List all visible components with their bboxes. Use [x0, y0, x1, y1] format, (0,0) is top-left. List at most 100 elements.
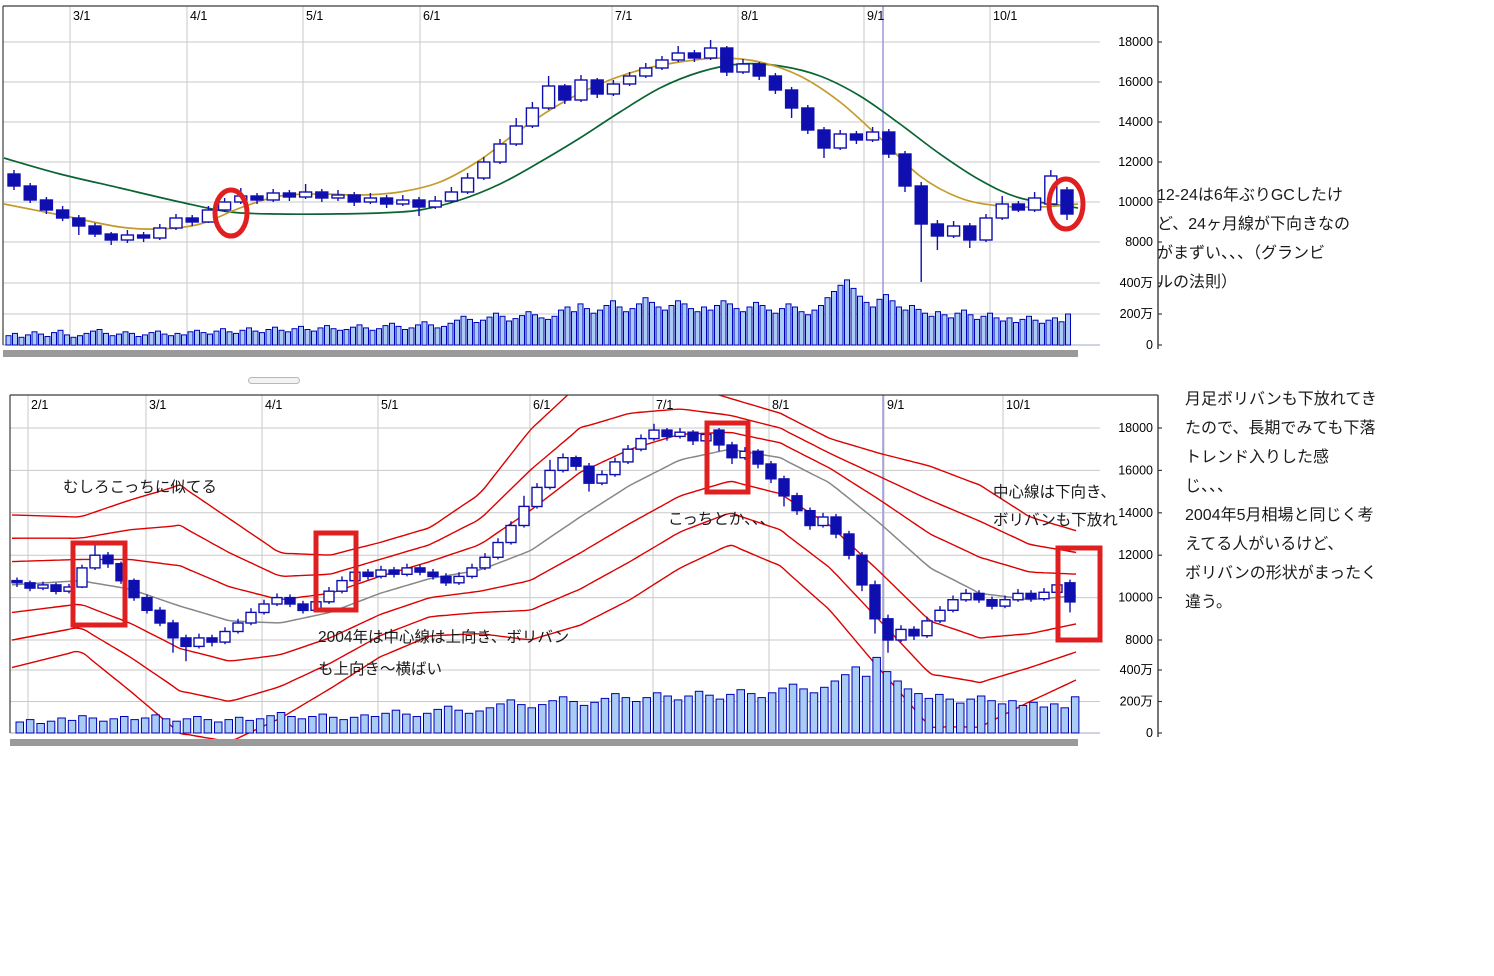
volume-bar — [1039, 706, 1049, 734]
candle-down — [752, 63, 766, 77]
volume-bar — [727, 303, 733, 346]
candle-down — [784, 89, 799, 109]
candle-up — [674, 431, 686, 438]
volume-bar — [370, 716, 380, 734]
price-axis-label: 18000 — [1118, 35, 1153, 49]
volume-bar — [287, 716, 296, 734]
candle-down — [379, 197, 394, 205]
volume-bar — [701, 306, 707, 346]
candle-down — [1011, 203, 1026, 211]
candle-up — [120, 234, 135, 241]
bollinger-band-line — [11, 431, 1077, 600]
volume-bar — [870, 306, 876, 346]
candle-up — [493, 143, 507, 163]
volume-bar — [142, 334, 148, 346]
volume-bar — [987, 700, 996, 734]
highlight-ellipse — [212, 187, 250, 239]
chart-annotation-text: 2004年は中心線は上向き、ボリバン — [318, 628, 569, 646]
volume-bar — [44, 336, 51, 346]
volume-bar — [31, 331, 38, 346]
volume-bar — [759, 305, 766, 346]
candle-down — [898, 153, 912, 187]
volume-bar — [88, 717, 98, 734]
volume-bar — [976, 695, 986, 734]
candle-down — [167, 622, 179, 639]
candle-down — [882, 618, 894, 641]
bollinger-band-line — [11, 512, 1077, 702]
volume-bar — [788, 683, 798, 734]
volume-bar — [278, 329, 285, 346]
candle-down — [768, 75, 783, 91]
candle-up — [606, 83, 621, 95]
candle-up — [655, 59, 669, 69]
volume-bar — [200, 332, 207, 346]
candle-down — [558, 85, 572, 101]
volume-bar — [577, 303, 584, 346]
candle-up — [736, 63, 750, 73]
candle-up — [622, 448, 634, 463]
volume-bar — [51, 332, 57, 346]
volume-bar — [433, 708, 442, 734]
candle-down — [661, 429, 673, 438]
volume-bar — [402, 713, 411, 734]
candle-up — [460, 177, 475, 193]
volume-bar — [525, 311, 532, 346]
x-axis-label: 5/1 — [306, 9, 323, 23]
candle-down — [414, 567, 426, 573]
bottom-chart-scrollbar[interactable] — [10, 739, 1078, 746]
volume-bar — [12, 332, 18, 346]
volume-bar — [428, 324, 434, 346]
volume-bar — [915, 308, 922, 346]
volume-bar — [330, 328, 337, 346]
volume-bar — [363, 327, 369, 346]
volume-bar — [733, 308, 740, 346]
volume-bar — [96, 329, 103, 346]
candle-down — [687, 431, 699, 442]
volume-bar — [571, 311, 577, 346]
volume-bar — [935, 311, 941, 346]
volume-bar — [621, 697, 631, 734]
note-line: トレンド入りした感 — [1185, 449, 1330, 466]
volume-bar — [766, 309, 772, 346]
volume-bar — [616, 306, 623, 346]
price-axis-label: 8000 — [1125, 633, 1153, 647]
volume-bar — [460, 315, 467, 346]
volume-bar — [1006, 317, 1013, 346]
volume-bar — [519, 315, 525, 346]
volume-bar — [343, 329, 350, 346]
candle-down — [102, 554, 114, 565]
bottom-chart-scroll-thumb[interactable] — [248, 377, 300, 384]
volume-bar — [434, 327, 441, 346]
candle-down — [55, 209, 70, 219]
chart-annotation-text: こっちとか、、、 — [668, 511, 775, 528]
volume-bar — [914, 693, 923, 734]
candle-down — [11, 579, 23, 584]
candle-up — [639, 67, 653, 77]
candle-down — [1025, 592, 1037, 600]
top-chart-scrollbar[interactable] — [3, 350, 1078, 357]
volume-bar — [720, 300, 727, 346]
volume-bar — [841, 674, 850, 734]
volume-bar — [799, 688, 808, 734]
volume-bar — [67, 719, 77, 734]
candle-down — [180, 637, 192, 648]
volume-bar — [688, 308, 694, 346]
volume-axis-label: 200万 — [1120, 695, 1153, 709]
candle-down — [24, 582, 36, 589]
candle-down — [388, 569, 400, 575]
candle-up — [921, 620, 933, 637]
candle-up — [531, 486, 543, 508]
volume-bar — [694, 690, 704, 734]
volume-bar — [1000, 320, 1006, 346]
volume-bar — [632, 701, 641, 734]
volume-bar — [662, 309, 668, 346]
volume-bar — [707, 309, 714, 346]
candle-down — [7, 173, 21, 187]
candle-up — [995, 203, 1009, 219]
volume-axis-label: 400万 — [1120, 663, 1153, 677]
candle-down — [590, 79, 604, 95]
candle-up — [298, 191, 313, 198]
candle-down — [50, 584, 62, 593]
candle-up — [76, 567, 88, 588]
